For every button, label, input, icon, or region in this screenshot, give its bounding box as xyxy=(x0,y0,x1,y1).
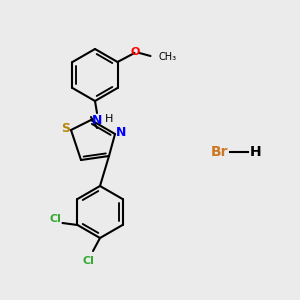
Text: H: H xyxy=(105,114,113,124)
Text: Cl: Cl xyxy=(82,256,94,266)
Text: Br: Br xyxy=(211,145,229,159)
Text: CH₃: CH₃ xyxy=(158,52,177,62)
Text: N: N xyxy=(92,115,102,128)
Text: Cl: Cl xyxy=(50,214,61,224)
Text: S: S xyxy=(61,122,70,136)
Text: O: O xyxy=(131,47,140,57)
Text: H: H xyxy=(250,145,262,159)
Text: N: N xyxy=(116,125,126,139)
